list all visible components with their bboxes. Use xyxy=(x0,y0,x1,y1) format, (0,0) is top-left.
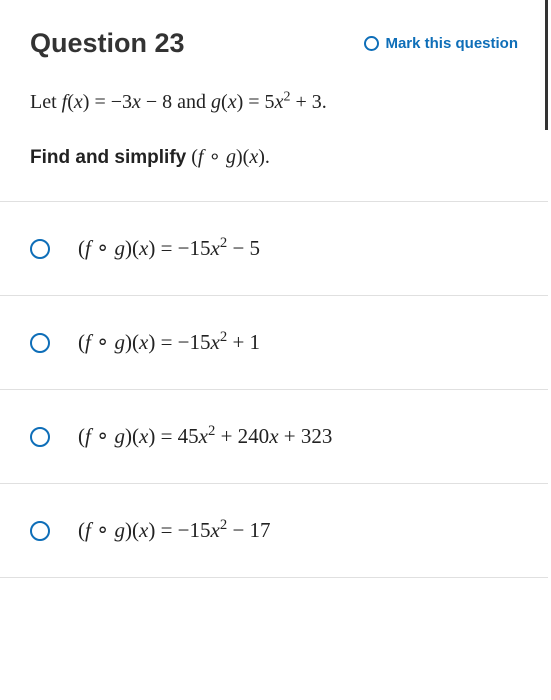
radio-icon xyxy=(30,239,50,259)
scrollbar-thumb[interactable] xyxy=(545,0,548,130)
question-title: Question 23 xyxy=(30,28,185,59)
option-text: (f ∘ g)(x) = −15x2 + 1 xyxy=(78,330,260,355)
circle-icon xyxy=(364,36,379,51)
option-0[interactable]: (f ∘ g)(x) = −15x2 − 5 xyxy=(0,201,548,295)
option-text: (f ∘ g)(x) = −15x2 − 5 xyxy=(78,236,260,261)
option-text: (f ∘ g)(x) = 45x2 + 240x + 323 xyxy=(78,424,332,449)
mark-question-button[interactable]: Mark this question xyxy=(364,35,518,52)
prompt-line-1: Let f(x) = −3x − 8 and g(x) = 5x2 + 3. xyxy=(0,69,548,114)
option-3[interactable]: (f ∘ g)(x) = −15x2 − 17 xyxy=(0,483,548,578)
mark-question-label: Mark this question xyxy=(385,35,518,52)
option-text: (f ∘ g)(x) = −15x2 − 17 xyxy=(78,518,271,543)
prompt-line-2: Find and simplify (f ∘ g)(x). xyxy=(0,114,548,201)
radio-icon xyxy=(30,333,50,353)
question-panel: Question 23 Mark this question Let f(x) … xyxy=(0,0,548,700)
question-header: Question 23 Mark this question xyxy=(0,0,548,69)
radio-icon xyxy=(30,521,50,541)
option-1[interactable]: (f ∘ g)(x) = −15x2 + 1 xyxy=(0,295,548,389)
option-2[interactable]: (f ∘ g)(x) = 45x2 + 240x + 323 xyxy=(0,389,548,483)
options-list: (f ∘ g)(x) = −15x2 − 5 (f ∘ g)(x) = −15x… xyxy=(0,201,548,578)
radio-icon xyxy=(30,427,50,447)
